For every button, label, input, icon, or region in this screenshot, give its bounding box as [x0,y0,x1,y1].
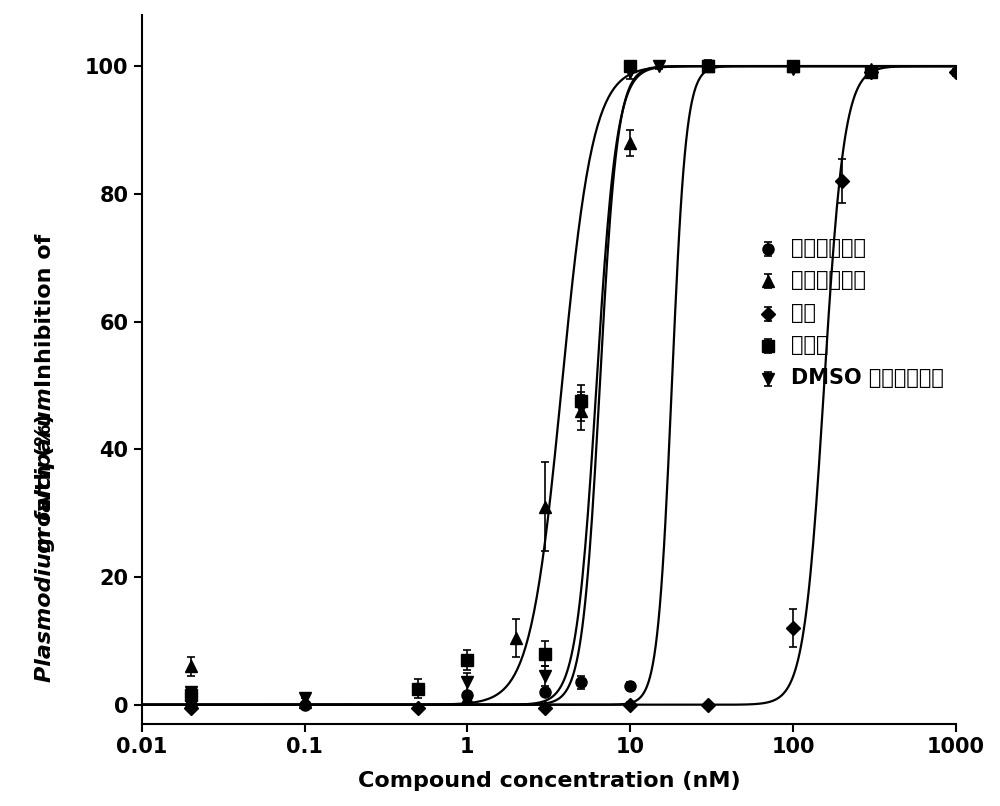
X-axis label: Compound concentration (nM): Compound concentration (nM) [358,771,740,791]
Text: growth (%): growth (%) [35,413,55,554]
Text: Inhibition of: Inhibition of [35,226,55,387]
Text: Plasmodium falciparum: Plasmodium falciparum [35,387,55,682]
Legend: 微米翥氧咗酯, 纳米翥氧咗酯, 氯咗, 青蒿素, DMSO 配制翥氧咗酯: 微米翥氧咗酯, 纳米翥氧咗酯, 氯咗, 青蒿素, DMSO 配制翥氧咗酯 [749,232,949,393]
